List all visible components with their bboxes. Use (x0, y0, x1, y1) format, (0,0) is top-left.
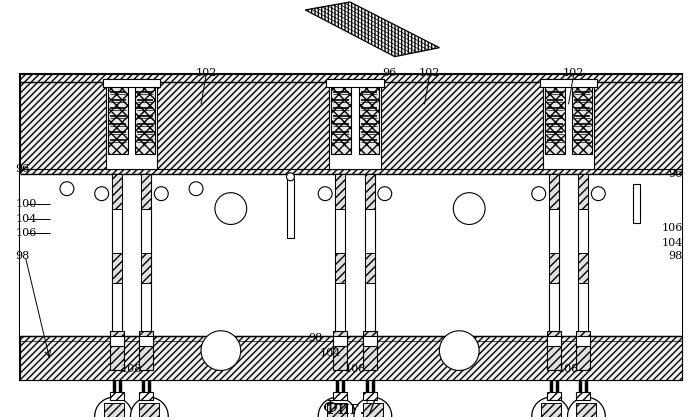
Bar (573, 84, 592, 154)
Bar (327, 403, 347, 420)
Bar (139, 403, 160, 420)
Text: 106: 106 (15, 228, 36, 239)
Text: 104: 104 (15, 213, 36, 223)
Bar (547, 331, 561, 370)
Circle shape (568, 397, 606, 420)
Circle shape (454, 193, 485, 224)
Bar (578, 253, 589, 283)
Bar (365, 253, 374, 283)
Bar (577, 331, 590, 370)
Circle shape (60, 182, 74, 196)
Circle shape (201, 331, 241, 370)
Circle shape (94, 187, 108, 201)
Circle shape (592, 187, 606, 201)
Bar (549, 174, 559, 341)
Bar (363, 403, 383, 420)
Text: 96: 96 (383, 68, 397, 78)
Text: 96: 96 (668, 169, 682, 179)
Bar (333, 331, 347, 370)
Bar (363, 336, 377, 346)
Bar (329, 79, 381, 169)
Bar (139, 336, 153, 346)
Bar (577, 336, 590, 346)
Bar (363, 392, 377, 400)
Bar (335, 174, 345, 341)
Text: 108: 108 (344, 365, 365, 375)
Bar (111, 253, 122, 283)
Circle shape (286, 173, 295, 181)
Text: 100: 100 (15, 199, 36, 209)
Text: 104: 104 (319, 348, 341, 357)
Bar (549, 174, 559, 209)
Bar (578, 174, 589, 209)
Bar (359, 84, 379, 154)
Bar (110, 336, 123, 346)
Circle shape (532, 397, 570, 420)
Text: Фиг.7: Фиг.7 (323, 400, 377, 418)
Bar (141, 174, 151, 341)
Bar (103, 79, 160, 87)
Circle shape (440, 331, 479, 370)
Bar (577, 403, 596, 420)
Bar (577, 392, 590, 400)
Bar (542, 79, 594, 169)
Bar (139, 392, 153, 400)
Circle shape (130, 397, 168, 420)
Bar (20, 74, 682, 381)
Bar (335, 174, 345, 209)
Bar (136, 84, 155, 154)
Bar (335, 253, 345, 283)
Bar (111, 174, 122, 209)
Circle shape (215, 193, 246, 224)
Bar (365, 174, 374, 341)
Bar (111, 174, 122, 341)
Bar (288, 179, 295, 239)
Bar (333, 392, 347, 400)
Bar (110, 331, 123, 370)
Bar (633, 184, 640, 223)
Bar (578, 174, 589, 341)
Bar (365, 174, 374, 209)
Text: 102: 102 (563, 68, 584, 78)
Bar (331, 84, 351, 154)
Text: 104: 104 (662, 238, 682, 248)
Circle shape (532, 187, 546, 201)
Bar (547, 336, 561, 346)
Bar (363, 331, 377, 370)
Polygon shape (305, 2, 440, 57)
Bar (20, 336, 682, 381)
Bar (20, 174, 682, 336)
Text: 98: 98 (668, 251, 682, 261)
Circle shape (318, 187, 332, 201)
Text: 96: 96 (15, 164, 29, 174)
Text: 102: 102 (195, 68, 217, 78)
Text: 106: 106 (662, 223, 682, 234)
Bar (141, 174, 151, 209)
Bar (108, 84, 127, 154)
Circle shape (154, 187, 168, 201)
Circle shape (378, 187, 392, 201)
Text: 98: 98 (15, 251, 29, 261)
Bar (104, 403, 123, 420)
Bar (139, 331, 153, 370)
Bar (141, 253, 151, 283)
Text: 102: 102 (419, 68, 440, 78)
Circle shape (354, 397, 392, 420)
Bar (106, 79, 158, 169)
Circle shape (318, 397, 356, 420)
Text: 108: 108 (558, 365, 579, 375)
Bar (549, 253, 559, 283)
Bar (545, 84, 564, 154)
Circle shape (189, 182, 203, 196)
Bar (110, 392, 123, 400)
Bar (326, 79, 384, 87)
Text: 108: 108 (121, 365, 142, 375)
Text: 98: 98 (308, 333, 323, 343)
Bar (547, 392, 561, 400)
Bar (540, 403, 561, 420)
Bar (333, 336, 347, 346)
Bar (20, 74, 682, 174)
Bar (540, 79, 597, 87)
Circle shape (94, 397, 132, 420)
